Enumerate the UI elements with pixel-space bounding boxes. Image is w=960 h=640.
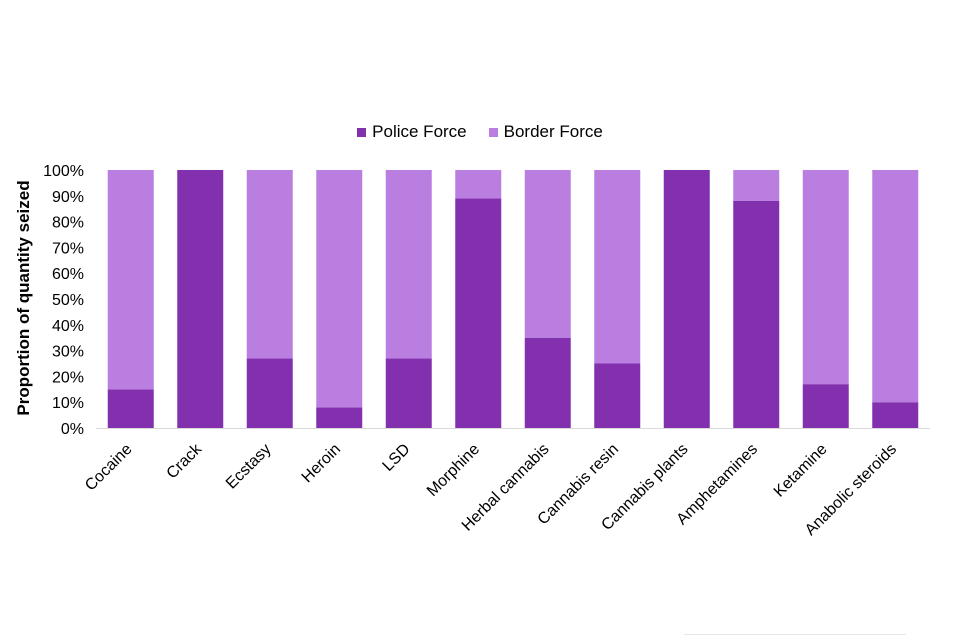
bar-police-force (107, 389, 154, 428)
legend-label-police-force: Police Force (372, 122, 467, 141)
y-tick-label: 100% (43, 163, 84, 180)
bar-police-force (246, 358, 293, 428)
y-tick-label: 90% (52, 189, 84, 206)
bar-police-force (316, 407, 363, 428)
y-tick-label: 30% (52, 344, 84, 361)
bar-police-force (663, 170, 710, 428)
x-tick-label: Heroin (299, 441, 344, 486)
y-tick-label: 50% (52, 292, 84, 309)
legend-item-border-force: Border Force (488, 122, 603, 142)
x-tick-label: Crack (164, 440, 206, 482)
bar-border-force (872, 170, 919, 403)
bar-border-force (316, 170, 363, 408)
bar-police-force (524, 337, 571, 428)
bar-police-force (594, 363, 641, 428)
bar-border-force (385, 170, 432, 359)
y-tick-label: 80% (52, 215, 84, 232)
y-tick-label: 20% (52, 369, 84, 386)
bar-police-force (385, 358, 432, 428)
x-tick-label: Ketamine (771, 441, 831, 501)
bar-police-force (802, 384, 849, 428)
legend-swatch-border-force (488, 127, 498, 137)
footer-divider (684, 634, 906, 635)
bar-police-force (177, 170, 224, 428)
bar-police-force (733, 200, 780, 428)
x-tick-label: Ecstasy (223, 441, 275, 493)
y-tick-label: 70% (52, 240, 84, 257)
x-tick-label: LSD (380, 441, 414, 475)
bar-police-force (455, 198, 502, 428)
x-tick-label: Cocaine (82, 441, 136, 495)
x-tick-label: Morphine (424, 441, 483, 500)
y-tick-label: 0% (61, 421, 84, 438)
legend-swatch-police-force (357, 127, 367, 137)
bar-border-force (802, 170, 849, 385)
bar-border-force (524, 170, 571, 338)
bar-border-force (733, 170, 780, 201)
legend-item-police-force: Police Force (357, 122, 467, 142)
chart-legend: Police Force Border Force (0, 121, 960, 143)
bar-border-force (594, 170, 641, 364)
y-tick-label: 60% (52, 266, 84, 283)
bar-border-force (107, 170, 154, 390)
bar-border-force (246, 170, 293, 359)
y-tick-label: 40% (52, 318, 84, 335)
y-tick-label: 10% (52, 395, 84, 412)
legend-label-border-force: Border Force (503, 122, 603, 141)
bar-border-force (455, 170, 502, 199)
bar-police-force (872, 402, 919, 428)
